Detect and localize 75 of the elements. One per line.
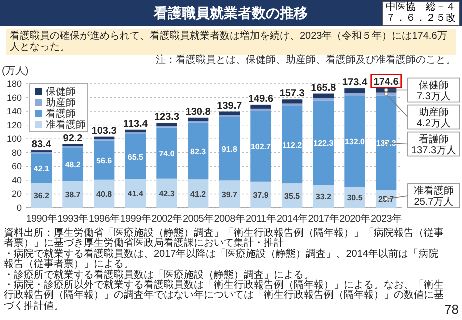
data-label: 40.8 bbox=[96, 190, 113, 199]
data-label: 74.0 bbox=[159, 149, 176, 158]
x-tick-label: 1996年 bbox=[88, 213, 120, 225]
x-tick-label: 1990年 bbox=[26, 213, 58, 225]
text: 資料出所：厚生労働省「医療施設（静態）調査」「衛生行政報告例（隔年報）」「病院報告（従事者票）」に基づき厚生労働省医政局看護課において集計・推計 bbox=[4, 228, 444, 250]
data-label: 39.7 bbox=[222, 190, 238, 200]
total-label: 83.4 bbox=[32, 140, 52, 151]
total-label: 174.6 bbox=[374, 76, 400, 88]
y-tick-label: 60 bbox=[12, 162, 22, 172]
x-tick-label: 2020年 bbox=[340, 213, 371, 225]
total-label: 173.4 bbox=[342, 78, 368, 89]
text: 中医協 総－４ bbox=[385, 2, 457, 13]
total-label: 149.6 bbox=[248, 94, 274, 105]
x-tick-label: 1999年 bbox=[120, 213, 152, 225]
x-tick-label: 2017年 bbox=[308, 213, 340, 225]
data-label: 132.0 bbox=[344, 138, 366, 147]
x-tick-label: 1993年 bbox=[58, 213, 89, 225]
chart-title: 看護職員就業者数の推移 bbox=[154, 5, 308, 21]
x-tick-label: 2014年 bbox=[276, 213, 308, 225]
y-tick-label: 20 bbox=[12, 189, 22, 200]
y-axis-title: (万人) bbox=[2, 66, 29, 77]
total-label: 157.3 bbox=[280, 88, 306, 100]
total-label: 103.3 bbox=[92, 126, 118, 137]
data-label: 42.1 bbox=[34, 164, 50, 174]
data-label: 82.3 bbox=[190, 147, 207, 156]
data-label: 122.3 bbox=[314, 139, 334, 148]
total-label: 139.7 bbox=[217, 100, 243, 112]
data-label: 48.2 bbox=[65, 160, 82, 170]
data-label: 33.2 bbox=[316, 192, 332, 202]
data-label: 102.7 bbox=[250, 142, 272, 152]
legend-label: 准看護師 bbox=[46, 119, 86, 131]
legend-label: 保健師 bbox=[46, 86, 76, 98]
y-tick-label: 80 bbox=[12, 148, 22, 158]
text: ・病院・診療所以外で就業する看護職員数は「衛生行政報告例（隔年報）」による。なお、「衛生行政報告例（隔年報）」の調査年ではない年については「衛生行政報告例（隔年報）」の数値に基づく推計値。 bbox=[4, 280, 444, 312]
y-tick-label: 120 bbox=[6, 120, 22, 130]
annotation: 助産師 4.2万人 bbox=[417, 106, 451, 130]
legend-label: 看護師 bbox=[46, 108, 76, 120]
x-tick-label: 2005年 bbox=[182, 213, 214, 225]
text: 注：看護職員とは、保健師、助産師、看護師及び准看護師のこと。 bbox=[156, 55, 456, 66]
y-tick-label: 180 bbox=[6, 79, 22, 89]
y-tick-label: 100 bbox=[6, 134, 22, 144]
total-label: 92.2 bbox=[63, 133, 84, 144]
data-label: 41.2 bbox=[190, 190, 207, 199]
y-tick-label: 40 bbox=[12, 175, 22, 186]
data-label: 91.8 bbox=[222, 145, 238, 154]
total-label: 165.8 bbox=[311, 82, 337, 94]
data-label: 65.5 bbox=[128, 152, 144, 162]
data-label: 42.3 bbox=[159, 189, 176, 198]
y-tick-label: 0 bbox=[16, 203, 22, 213]
data-label: 35.5 bbox=[284, 192, 301, 201]
data-label: 37.9 bbox=[253, 190, 270, 200]
text: ・病院で就業する看護職員数は、2017年以降は「医療施設（静態）調査」、2014年以前は「病院報告（従事者票）」による。 bbox=[4, 248, 440, 270]
total-label: 130.8 bbox=[186, 106, 212, 118]
data-label: 112.2 bbox=[282, 140, 303, 150]
data-label: 41.4 bbox=[128, 190, 144, 199]
data-label: 36.2 bbox=[34, 192, 50, 201]
x-tick-label: 2008年 bbox=[214, 213, 246, 225]
text: 78 bbox=[444, 302, 459, 317]
annotation: 看護師 137.3万人 bbox=[411, 133, 457, 156]
total-label: 123.3 bbox=[154, 112, 180, 124]
chart-subtitle: 看護職員の確保が進められて、看護職員就業者数は増加を続け、2023年（令和５年）には174.6万人となった。 bbox=[6, 29, 456, 55]
text: ７．６．２５改 bbox=[385, 13, 457, 24]
total-label: 113.4 bbox=[123, 118, 148, 130]
y-tick-label: 140 bbox=[6, 106, 22, 117]
text: ・診療所で就業する看護職員数は「医療施設（静態）調査」による。 bbox=[4, 270, 314, 281]
data-label: 38.7 bbox=[65, 190, 82, 200]
annotation: 保健師 7.3万人 bbox=[417, 79, 451, 102]
x-tick-label: 2011年 bbox=[246, 213, 276, 225]
y-tick-label: 160 bbox=[6, 92, 22, 103]
x-tick-label: 2002年 bbox=[152, 213, 183, 225]
annotation: 准看護師 25.7万人 bbox=[414, 185, 454, 208]
data-label: 56.6 bbox=[96, 156, 113, 166]
legend-label: 助産師 bbox=[46, 97, 76, 109]
data-label: 30.5 bbox=[347, 193, 364, 202]
x-tick-label: 2023年 bbox=[370, 213, 402, 225]
